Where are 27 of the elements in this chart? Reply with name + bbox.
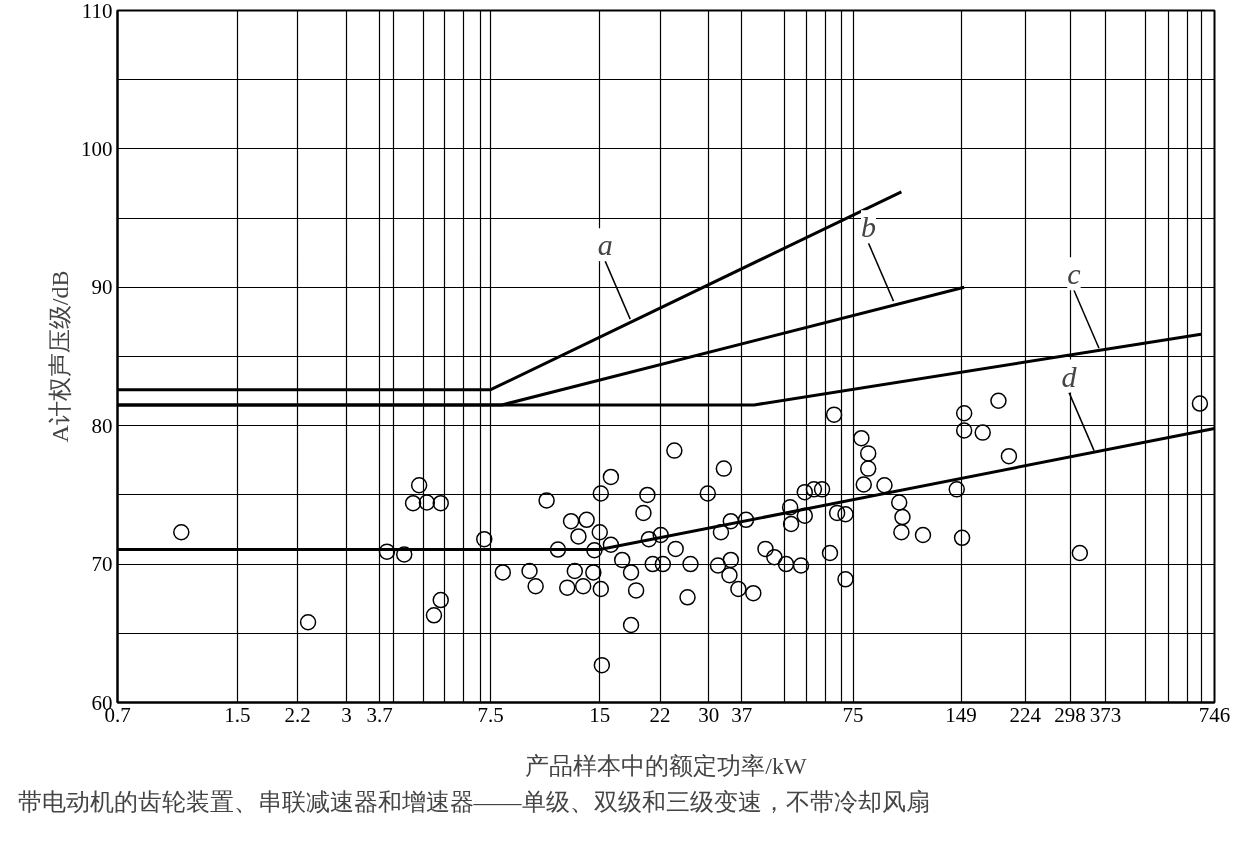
x-tick-label: 2.2 (284, 702, 311, 727)
x-axis-title: 产品样本中的额定功率/kW (525, 752, 808, 779)
y-tick-label: 100 (81, 136, 113, 161)
x-tick-label: 3 (341, 702, 352, 727)
text: 带电动机的齿轮装置、串联减速器和增速器——单级、双级和三级变速，不带冷却风扇 (17, 788, 930, 815)
annotation: c (1067, 257, 1081, 291)
annotation: a (597, 228, 613, 262)
y-tick-label: 90 (91, 275, 113, 300)
y-tick-label: 70 (91, 552, 113, 577)
x-tick-label: 7.5 (477, 702, 504, 727)
x-tick-label: 3.7 (366, 702, 393, 727)
x-tick-label: 30 (698, 702, 720, 727)
annotation: b (860, 210, 876, 244)
x-tick-label: 746 (1198, 702, 1231, 727)
x-tick-label: 298 (1054, 702, 1086, 727)
x-tick-label: 373 (1089, 702, 1122, 727)
x-tick-label: 75 (842, 702, 864, 727)
x-tick-label: 37 (731, 702, 753, 727)
y-axis-title: A计权声压级/dB (47, 270, 73, 443)
x-tick-label: 224 (1009, 702, 1042, 727)
x-tick-label: 22 (649, 702, 671, 727)
y-tick-label: 110 (81, 0, 113, 23)
x-tick-label: 149 (945, 702, 977, 727)
x-tick-label: 15 (589, 702, 611, 727)
x-tick-label: 1.5 (224, 702, 251, 727)
annotation: d (1061, 359, 1078, 393)
y-tick-label: 80 (91, 413, 113, 438)
